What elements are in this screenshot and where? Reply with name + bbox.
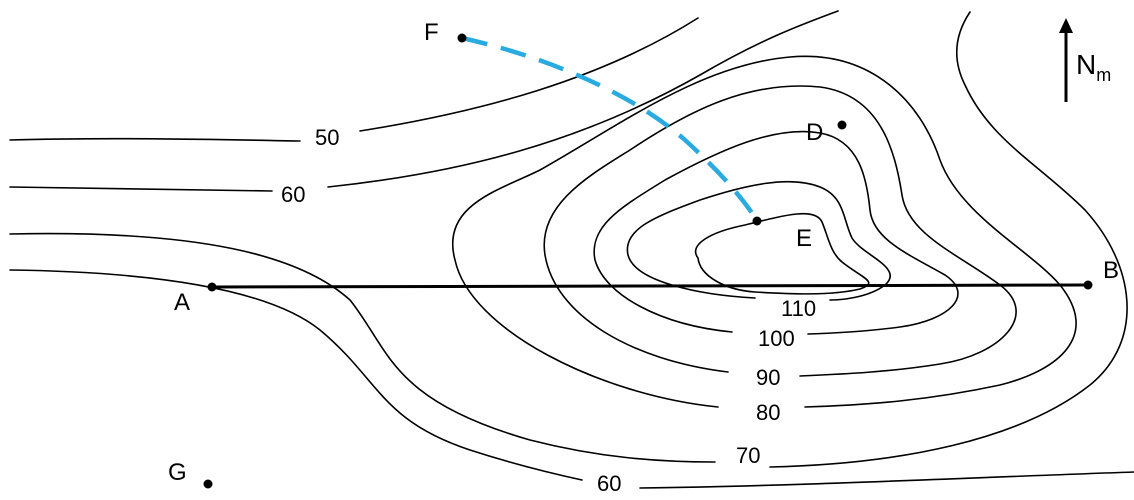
- profile-line-a-b: [211, 283, 1089, 289]
- point-e-marker: [752, 216, 762, 226]
- point-b-label: B: [1103, 257, 1119, 284]
- point-a-label: A: [174, 289, 190, 316]
- contour-70: [9, 11, 1128, 468]
- contour-label-80: 80: [756, 400, 780, 425]
- contour-label-50: 50: [315, 125, 339, 150]
- point-d-marker: [837, 120, 847, 130]
- point-b-marker: [1083, 280, 1093, 290]
- contour-60-lower: [9, 269, 1134, 489]
- contour-100: [593, 130, 959, 335]
- contour-110: [626, 180, 891, 301]
- contour-60-upper-west: [9, 186, 273, 192]
- point-d-label: D: [806, 119, 823, 146]
- north-arrow-icon: [1059, 18, 1073, 33]
- contour-summit: [695, 212, 870, 295]
- contour-label-60-upper: 60: [281, 182, 305, 207]
- point-g-marker: [203, 479, 213, 489]
- point-a-marker: [207, 282, 217, 292]
- contour-50-east: [359, 17, 699, 132]
- contour-90: [543, 85, 1017, 377]
- contour-label-100: 100: [758, 326, 795, 351]
- point-f-label: F: [424, 19, 439, 46]
- north-arrow-subscript: m: [1096, 65, 1111, 85]
- contour-label-90: 90: [756, 365, 780, 390]
- north-arrow: Nm: [1059, 18, 1111, 102]
- north-arrow-label: Nm: [1076, 49, 1111, 85]
- contour-50-west: [9, 137, 301, 142]
- contour-label-70: 70: [736, 443, 760, 468]
- point-f-marker: [457, 33, 467, 43]
- north-arrow-letter: N: [1076, 49, 1096, 80]
- contour-label-110: 110: [781, 296, 816, 321]
- contour-60-upper-east: [327, 10, 839, 188]
- contour-label-60-lower: 60: [597, 471, 621, 496]
- point-e-label: E: [796, 225, 812, 252]
- point-g-label: G: [168, 459, 187, 486]
- contour-80: [452, 55, 1077, 408]
